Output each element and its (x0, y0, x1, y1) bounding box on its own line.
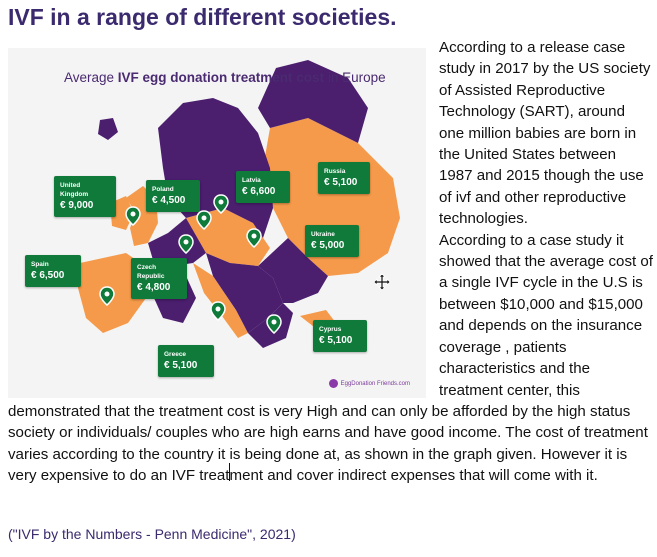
card-price: € 6,500 (31, 270, 65, 281)
paragraph-1[interactable]: According to a release case study in 201… (439, 39, 651, 228)
europe-ivf-cost-map: Average IVF egg donation treatment cost … (8, 48, 426, 398)
card-country: Ukraine (311, 231, 335, 238)
card-price: € 5,100 (319, 335, 353, 346)
move-cursor-icon (373, 273, 391, 291)
card-country: Greece (164, 351, 187, 358)
citation[interactable]: ("IVF by the Numbers - Penn Medicine", 2… (8, 526, 296, 542)
map-watermark: EggDonation Friends.com (328, 379, 410, 388)
card-price: € 5,000 (311, 240, 345, 251)
price-card-czech-republic: Czech Republic € 4,800 (131, 258, 187, 299)
image-wrap-spacer (8, 37, 439, 397)
map-title-suffix: in Europe (324, 70, 386, 85)
price-card-russia: Russia € 5,100 (318, 162, 370, 194)
document-body[interactable]: According to a release case study in 201… (8, 37, 653, 487)
card-price: € 9,000 (60, 200, 94, 211)
price-card-latvia: Latvia € 6,600 (236, 171, 290, 203)
map-pin-icon (246, 228, 262, 248)
document-title: IVF in a range of different societies. (8, 4, 397, 30)
card-country: Cyprus (319, 326, 342, 333)
map-title-prefix: Average (64, 70, 118, 85)
map-title-emphasis: IVF egg donation treatment cost (117, 70, 325, 85)
watermark-logo-icon (328, 379, 338, 388)
map-pin-icon (99, 286, 115, 306)
card-country: Latvia (242, 177, 261, 184)
price-card-poland: Poland € 4,500 (146, 180, 200, 212)
card-price: € 5,100 (164, 360, 198, 371)
price-card-ukraine: Ukraine € 5,000 (305, 225, 359, 257)
map-pin-icon (196, 210, 212, 230)
card-country: Russia (324, 168, 346, 175)
price-card-cyprus: Cyprus € 5,100 (313, 320, 367, 352)
card-price: € 4,800 (137, 282, 171, 293)
map-pin-icon (178, 234, 194, 254)
price-card-united-kingdom: United Kingdom € 9,000 (54, 176, 116, 217)
map-pin-icon (210, 301, 226, 321)
watermark-text: EggDonation Friends.com (340, 380, 410, 387)
map-pin-icon (213, 194, 229, 214)
map-pin-icon (266, 314, 282, 334)
map-pin-icon (125, 206, 141, 226)
paragraph-2[interactable]: According to a case study it showed that… (8, 231, 653, 485)
map-title: Average IVF egg donation treatment cost … (64, 70, 386, 85)
price-card-greece: Greece € 5,100 (158, 345, 214, 377)
card-price: € 6,600 (242, 186, 276, 197)
card-price: € 5,100 (324, 177, 358, 188)
text-caret (229, 463, 230, 481)
card-country: Spain (31, 261, 49, 268)
card-price: € 4,500 (152, 195, 186, 206)
card-country: United Kingdom (60, 182, 89, 198)
card-country: Poland (152, 186, 174, 193)
price-card-spain: Spain € 6,500 (25, 255, 81, 287)
card-country: Czech Republic (137, 264, 165, 280)
